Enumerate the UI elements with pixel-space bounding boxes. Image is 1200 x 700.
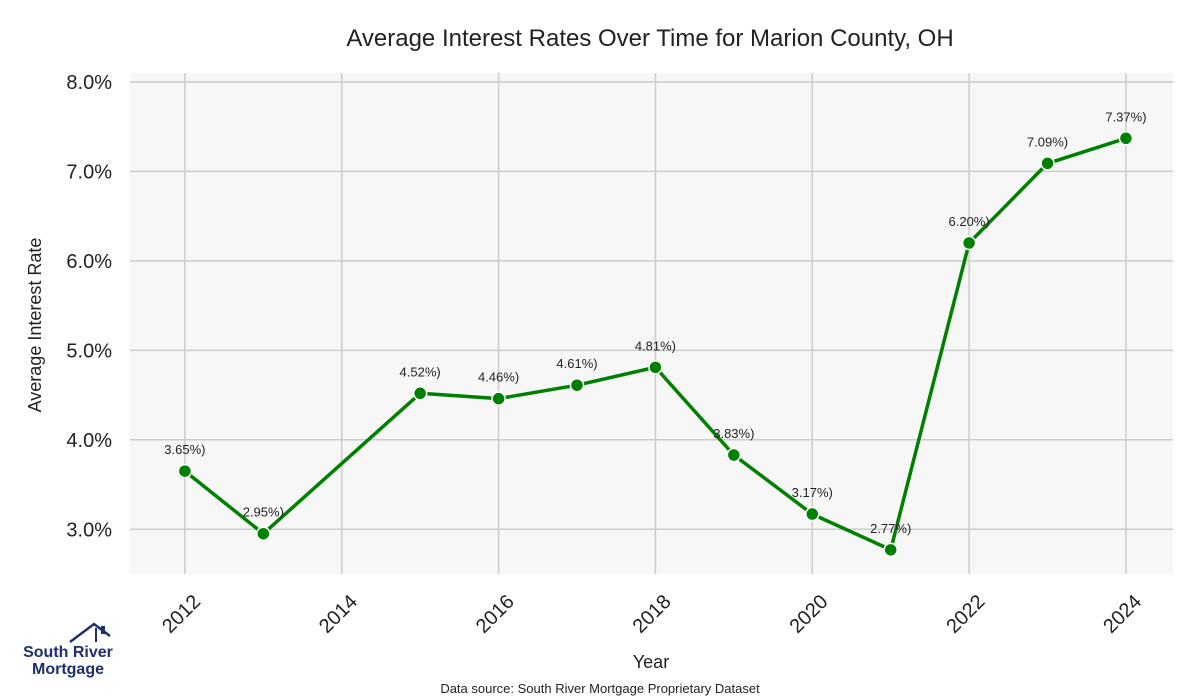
data-label: 7.37%)	[1105, 109, 1146, 124]
data-point	[1118, 131, 1134, 146]
data-point	[961, 235, 977, 251]
x-tick-label: 2016	[472, 591, 519, 638]
data-label: 3.83%)	[713, 426, 754, 441]
data-label: 2.77%)	[870, 521, 911, 536]
logo-line-1: South River	[23, 644, 113, 661]
data-points	[177, 131, 1134, 558]
x-tick-label: 2012	[158, 591, 205, 638]
data-point	[1040, 156, 1055, 171]
y-tick-label: 7.0%	[66, 161, 112, 183]
y-axis-label: Average Interest Rate	[25, 238, 45, 413]
data-point	[569, 377, 585, 393]
y-tick-label: 6.0%	[66, 251, 112, 273]
y-tick-label: 8.0%	[66, 72, 112, 94]
x-tick-label: 2020	[786, 591, 833, 638]
x-axis-label: Year	[633, 652, 669, 672]
data-label: 3.17%)	[792, 485, 833, 500]
plot-area	[130, 73, 1173, 574]
house-roof-icon	[69, 622, 111, 643]
logo-line-2: Mortgage	[32, 661, 104, 678]
data-label: 2.95%)	[243, 505, 284, 520]
grid-lines	[130, 73, 1173, 574]
series-line	[183, 136, 1127, 552]
data-point	[491, 391, 506, 406]
data-labels: 3.65%) 2.95%) 4.52%) 4.46%) 4.61%) 4.81%) 3.83…	[164, 109, 1146, 536]
data-label: 6.20%)	[949, 214, 990, 229]
x-tick-label: 2022	[942, 591, 989, 638]
data-label: 4.52%)	[400, 364, 441, 379]
y-tick-label: 4.0%	[66, 430, 112, 452]
x-tick-label: 2024	[1099, 591, 1146, 638]
data-point	[883, 542, 898, 558]
x-tick-label: 2014	[315, 591, 362, 638]
source-note: Data source: South River Mortgage Propri…	[440, 681, 760, 696]
data-point	[648, 360, 663, 375]
data-point	[726, 447, 742, 463]
data-point	[177, 463, 193, 479]
data-label: 7.09%)	[1027, 134, 1068, 149]
data-label: 4.81%)	[635, 338, 676, 353]
chart-title: Average Interest Rates Over Time for Mar…	[346, 25, 953, 52]
company-logo: South River Mortgage	[18, 620, 118, 682]
data-point	[256, 526, 271, 541]
data-label: 3.65%)	[164, 442, 205, 457]
data-label: 4.46%)	[478, 370, 519, 385]
data-point	[805, 506, 820, 522]
data-label: 4.61%)	[556, 356, 597, 371]
x-tick-label: 2018	[629, 591, 676, 638]
data-point	[412, 386, 428, 401]
y-tick-label: 5.0%	[66, 340, 112, 362]
x-tick-labels: 2012 2014 2016 2018 2020 2022 2024	[158, 591, 1146, 638]
y-tick-label: 3.0%	[66, 519, 112, 541]
y-tick-labels: 3.0% 4.0% 5.0% 6.0% 7.0% 8.0%	[66, 72, 112, 541]
